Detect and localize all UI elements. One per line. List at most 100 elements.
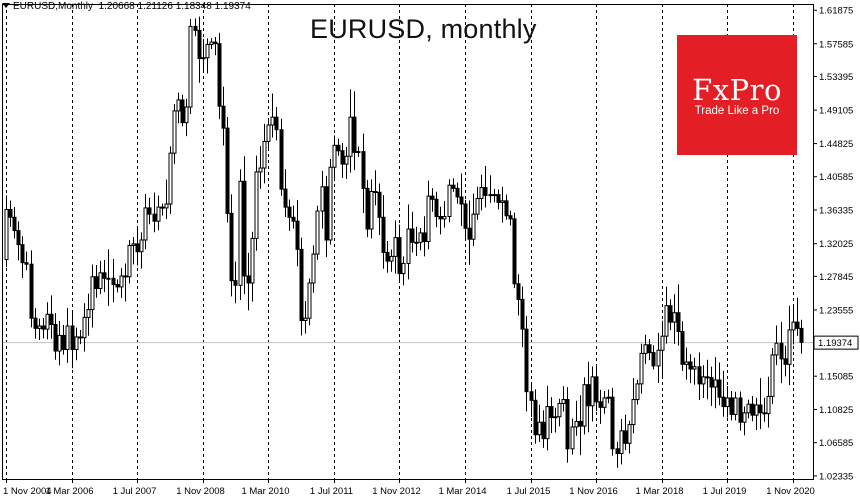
candle-body bbox=[229, 212, 234, 282]
candle-body bbox=[467, 227, 472, 240]
candle-body bbox=[336, 144, 341, 152]
candle-body bbox=[90, 276, 95, 311]
current-price-badge bbox=[813, 335, 859, 350]
candle-body bbox=[373, 190, 378, 193]
candle-body bbox=[389, 255, 394, 262]
candle-body bbox=[147, 207, 152, 215]
candle-body bbox=[557, 402, 562, 418]
y-tick-label: 1.10825 bbox=[819, 405, 853, 416]
candle-body bbox=[471, 213, 476, 240]
candle-body bbox=[225, 127, 230, 214]
candle-body bbox=[274, 116, 279, 131]
candle-body bbox=[98, 272, 103, 289]
x-tick-label: 1 Nov 2008 bbox=[176, 486, 225, 497]
candle-body bbox=[152, 213, 157, 222]
candle-body bbox=[565, 399, 570, 450]
candle-body bbox=[639, 352, 644, 385]
candle-body bbox=[180, 99, 185, 124]
candle-body bbox=[504, 200, 509, 217]
logo-brand: FxPro bbox=[692, 73, 782, 107]
candle-body bbox=[602, 397, 607, 408]
dropdown-triangle-icon[interactable] bbox=[2, 3, 10, 8]
candle-body bbox=[315, 210, 320, 255]
candle-body bbox=[668, 305, 673, 323]
candle-body bbox=[156, 206, 161, 222]
candle-body bbox=[701, 376, 706, 385]
candle-body bbox=[184, 106, 189, 124]
candle-body bbox=[475, 198, 480, 215]
candle-body bbox=[197, 29, 202, 60]
candle-body bbox=[37, 325, 42, 329]
x-tick-label: 1 Mar 2006 bbox=[45, 486, 93, 497]
candle-body bbox=[631, 399, 636, 426]
x-tick-label: 1 Nov 2004 bbox=[3, 486, 52, 497]
candle-body bbox=[70, 325, 75, 350]
candle-body bbox=[94, 276, 99, 289]
candle-body bbox=[131, 243, 136, 246]
ohlc-values: 1.20668 1.21126 1.18348 1.19374 bbox=[98, 1, 251, 12]
candle-body bbox=[422, 232, 427, 243]
x-tick-label: 1 Jul 2011 bbox=[310, 486, 353, 497]
candle-body bbox=[361, 151, 366, 189]
candle-body bbox=[451, 184, 456, 189]
candle-body bbox=[627, 424, 632, 444]
candle-body bbox=[82, 316, 87, 339]
candle-body bbox=[29, 263, 34, 319]
symbol-header: EURUSD,Monthly 1.20668 1.21126 1.18348 1… bbox=[2, 1, 251, 12]
candle-body bbox=[115, 284, 120, 288]
candle-body bbox=[529, 391, 534, 401]
candle-body bbox=[254, 171, 259, 239]
candle-body bbox=[287, 206, 292, 218]
candle-body bbox=[410, 228, 415, 243]
candle-body bbox=[750, 403, 755, 416]
candle-body bbox=[684, 361, 689, 365]
y-tick-label: 1.27845 bbox=[819, 272, 853, 283]
candle-body bbox=[619, 430, 624, 455]
candle-body bbox=[221, 105, 226, 129]
candle-body bbox=[447, 184, 452, 218]
candle-body bbox=[369, 190, 374, 230]
candle-body bbox=[74, 336, 79, 350]
candle-body bbox=[242, 180, 247, 277]
y-tick-label: 1.44825 bbox=[819, 139, 853, 150]
candle-body bbox=[16, 230, 21, 246]
candle-body bbox=[795, 321, 800, 329]
candle-body bbox=[418, 232, 423, 243]
candle-body bbox=[41, 325, 46, 330]
candle-body bbox=[742, 412, 747, 423]
candle-body bbox=[24, 262, 29, 265]
candle-body bbox=[168, 152, 173, 205]
candle-body bbox=[479, 187, 484, 200]
x-tick-label: 1 Mar 2018 bbox=[635, 486, 683, 497]
candle-body bbox=[365, 187, 370, 230]
candle-body bbox=[586, 384, 591, 407]
candle-body bbox=[549, 406, 554, 419]
y-tick-label: 1.06585 bbox=[819, 438, 853, 449]
candle-body bbox=[283, 188, 288, 208]
candle-body bbox=[647, 344, 652, 354]
candle-body bbox=[127, 244, 132, 278]
candle-body bbox=[238, 180, 243, 286]
candle-body bbox=[697, 366, 702, 385]
candle-body bbox=[61, 334, 66, 350]
candle-body bbox=[500, 200, 505, 203]
candle-body bbox=[53, 323, 58, 352]
candle-body bbox=[766, 395, 771, 415]
candle-body bbox=[635, 383, 640, 401]
candle-body bbox=[725, 397, 730, 408]
x-tick-label: 1 Jul 2019 bbox=[703, 486, 747, 497]
candle-body bbox=[594, 376, 599, 403]
candle-body bbox=[660, 335, 665, 351]
candle-body bbox=[598, 401, 603, 408]
chart-title: EURUSD, monthly bbox=[310, 14, 537, 44]
symbol-label: EURUSD,Monthly bbox=[13, 1, 94, 12]
candle-body bbox=[430, 195, 435, 200]
candle-body bbox=[8, 208, 13, 218]
candle-body bbox=[324, 186, 329, 241]
x-tick-label: 1 Nov 2020 bbox=[766, 486, 815, 497]
x-tick-label: 1 Nov 2016 bbox=[569, 486, 618, 497]
candle-body bbox=[770, 354, 775, 397]
candle-body bbox=[78, 336, 83, 339]
candle-body bbox=[233, 280, 238, 286]
